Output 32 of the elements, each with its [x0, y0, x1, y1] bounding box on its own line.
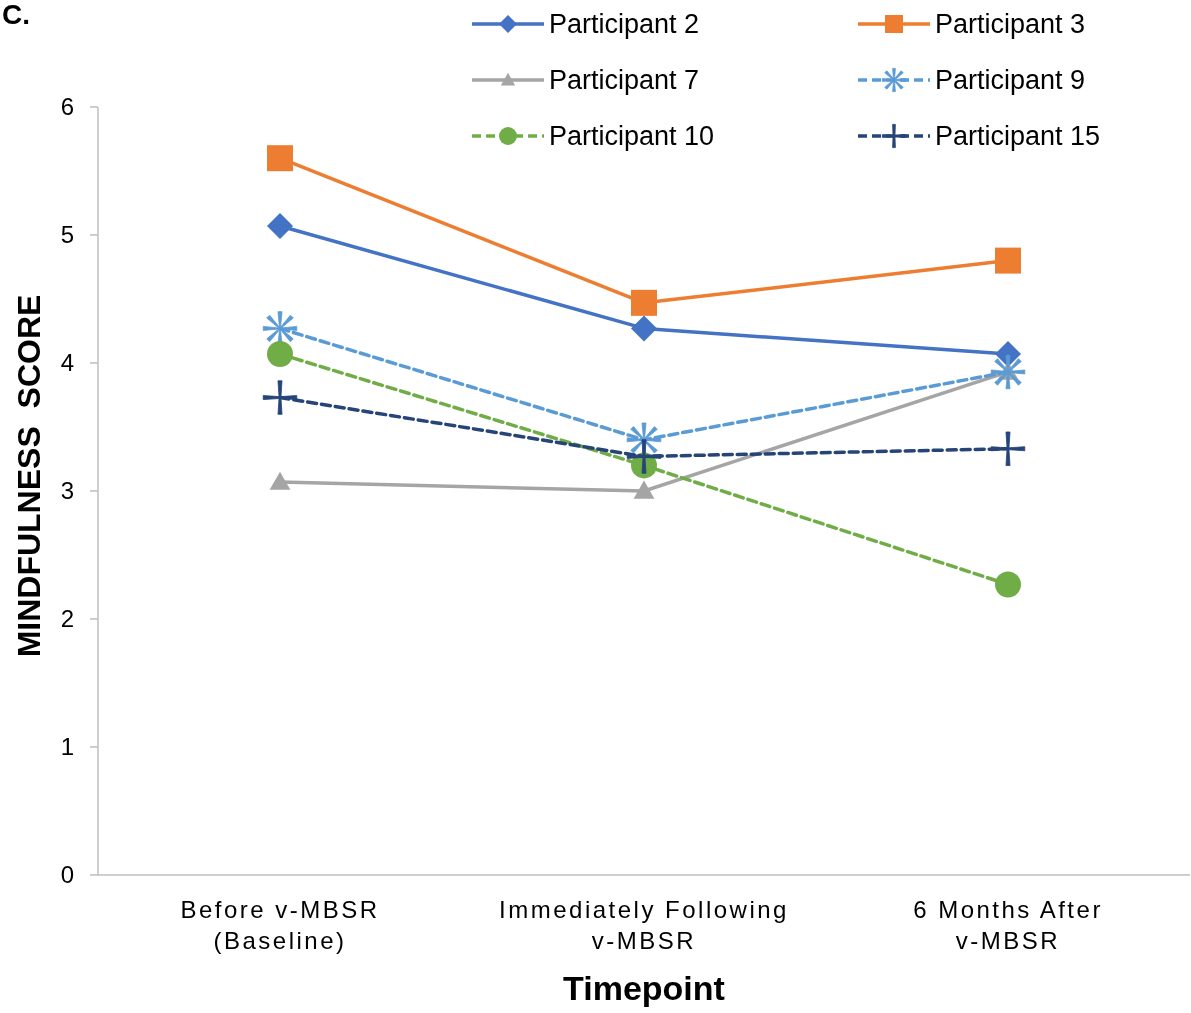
legend-label: Participant 3: [935, 9, 1086, 40]
point: [631, 289, 657, 316]
legend-label: Participant 2: [549, 9, 700, 40]
y-tick-label: 0: [60, 861, 74, 889]
point: [990, 431, 1026, 466]
y-tick-label: 3: [60, 477, 74, 505]
point: [995, 571, 1021, 598]
point: [267, 145, 293, 172]
legend-label: Participant 9: [935, 65, 1086, 96]
y-tick-label: 1: [60, 733, 74, 761]
point: [631, 315, 657, 342]
y-tick-label: 6: [60, 93, 74, 121]
x-tick-label: Immediately Following v-MBSR: [499, 896, 789, 954]
y-tick-label: 2: [60, 605, 74, 633]
legend-label: Participant 10: [549, 121, 715, 152]
x-tick-label: 6 Months After v-MBSR: [913, 896, 1103, 954]
x-tick-label: Before v-MBSR (Baseline): [180, 896, 380, 954]
point: [269, 471, 291, 490]
point: [267, 213, 293, 240]
x-axis-title: Timepoint: [563, 969, 725, 1007]
legend-label: Participant 15: [935, 121, 1101, 152]
legend-label: Participant 7: [549, 65, 700, 96]
point: [267, 341, 293, 368]
point: [626, 439, 662, 474]
text: C.: [2, 0, 30, 30]
point: [633, 480, 655, 499]
y-tick-label: 5: [60, 221, 74, 249]
point: [995, 247, 1021, 274]
y-axis-title: MINDFULNESS SCORE: [11, 294, 47, 658]
point: [990, 354, 1026, 390]
point: [262, 380, 298, 415]
y-tick-label: 4: [60, 349, 74, 377]
